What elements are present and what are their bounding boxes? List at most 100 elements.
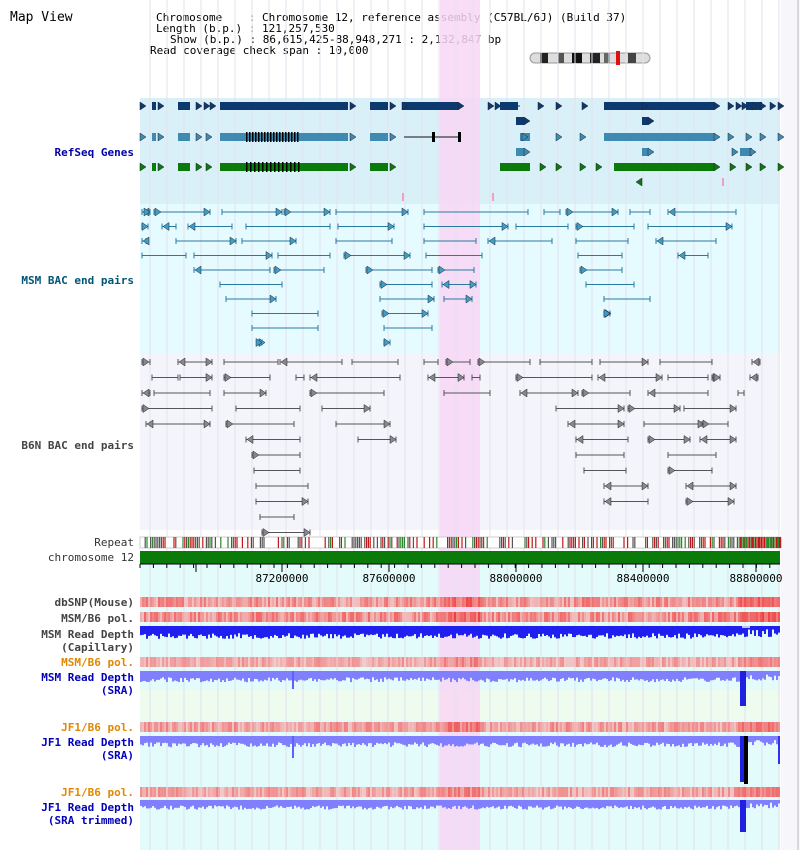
depth-bar	[342, 671, 344, 681]
depth-bar	[640, 800, 642, 810]
pol-cell	[542, 722, 544, 732]
label-b6n-bac[interactable]: B6N BAC end pairs	[21, 439, 134, 452]
depth-bar	[202, 800, 204, 807]
depth-bar	[216, 736, 218, 746]
pol-cell	[640, 612, 642, 622]
pol-cell	[724, 787, 726, 797]
pol-cell	[714, 722, 716, 732]
depth-bar	[764, 671, 766, 680]
depth-bar	[208, 800, 210, 806]
depth-bar	[776, 736, 778, 745]
pol-cell	[650, 722, 652, 732]
pol-cell	[350, 787, 352, 797]
pol-cell	[620, 657, 622, 667]
pol-cell	[536, 722, 538, 732]
pol-cell	[274, 612, 276, 622]
pol-cell	[540, 722, 542, 732]
depth-bar	[178, 626, 180, 636]
pol-cell	[638, 612, 640, 622]
repeat-element	[351, 537, 353, 548]
depth-bar	[756, 626, 758, 631]
pol-cell	[198, 612, 200, 622]
depth-bar	[602, 800, 604, 808]
repeat-element	[436, 537, 438, 548]
pol-cell	[176, 612, 178, 622]
repeat-element	[340, 537, 342, 548]
depth-bar	[606, 736, 608, 748]
depth-bar	[324, 736, 326, 743]
pol-cell	[706, 657, 708, 667]
pol-cell	[264, 657, 266, 667]
pol-cell	[168, 612, 170, 622]
repeat-element	[380, 537, 382, 548]
depth-bar	[678, 626, 680, 634]
strand-arrow-icon	[759, 132, 767, 142]
depth-bar	[700, 800, 702, 808]
pol-cell	[172, 787, 174, 797]
refseq-exon	[254, 162, 256, 172]
pol-cell	[622, 597, 624, 607]
pol-cell	[286, 787, 288, 797]
pol-cell	[742, 787, 744, 797]
repeat-track[interactable]	[139, 536, 782, 549]
pol-cell	[702, 612, 704, 622]
pol-cell	[244, 597, 246, 607]
depth-bar	[336, 626, 338, 637]
pol-cell	[612, 612, 614, 622]
pol-cell	[434, 722, 436, 732]
pol-cell	[770, 657, 772, 667]
pol-cell	[544, 787, 546, 797]
pol-cell	[354, 722, 356, 732]
msm-bac-track[interactable]	[141, 207, 737, 347]
depth-bar	[294, 800, 296, 806]
chromosome-ideogram[interactable]	[529, 51, 651, 65]
depth-bar	[394, 736, 396, 743]
repeat-element	[355, 537, 357, 548]
depth-bar	[540, 671, 542, 681]
strand-arrow-icon	[579, 132, 587, 142]
pol-cell	[468, 722, 470, 732]
depth-bar	[396, 626, 398, 634]
pol-cell	[252, 657, 254, 667]
label-msm-bac[interactable]: MSM BAC end pairs	[21, 274, 134, 287]
pol-cell	[268, 787, 270, 797]
depth-bar	[730, 736, 732, 743]
pol-cell	[160, 597, 162, 607]
pol-cell	[528, 787, 530, 797]
repeat-element	[499, 537, 501, 548]
depth-bar	[228, 736, 230, 743]
pol-cell	[278, 597, 280, 607]
strand-arrow-icon	[224, 373, 232, 382]
depth-bar	[186, 800, 188, 810]
b6n-bac-track[interactable]	[141, 357, 761, 537]
repeat-element	[738, 537, 740, 548]
repeat-element	[160, 537, 162, 548]
read-depth-tracks[interactable]	[140, 626, 780, 832]
label-refseq-genes[interactable]: RefSeq Genes	[54, 146, 134, 159]
depth-bar	[306, 736, 308, 747]
pol-cell	[186, 612, 188, 622]
pol-cell	[426, 657, 428, 667]
pol-cell	[366, 722, 368, 732]
depth-bar	[526, 671, 528, 678]
depth-bar	[666, 736, 668, 744]
depth-bar	[636, 800, 638, 809]
pol-cell	[486, 612, 488, 622]
refseq-gene	[604, 102, 714, 110]
pol-cell	[354, 597, 356, 607]
depth-bar	[424, 800, 426, 806]
depth-bar	[440, 671, 442, 682]
pol-cell	[348, 722, 350, 732]
depth-bar	[636, 626, 638, 639]
depth-bar	[458, 736, 460, 747]
pol-cell	[600, 657, 602, 667]
pol-cell	[520, 597, 522, 607]
pol-cell	[422, 597, 424, 607]
strand-arrow-icon	[269, 294, 277, 304]
polymorphism-tracks[interactable]	[140, 597, 780, 797]
refseq-genes-track[interactable]	[139, 101, 785, 201]
pol-cell	[218, 722, 220, 732]
repeat-element	[450, 537, 452, 548]
depth-bar	[380, 800, 382, 809]
